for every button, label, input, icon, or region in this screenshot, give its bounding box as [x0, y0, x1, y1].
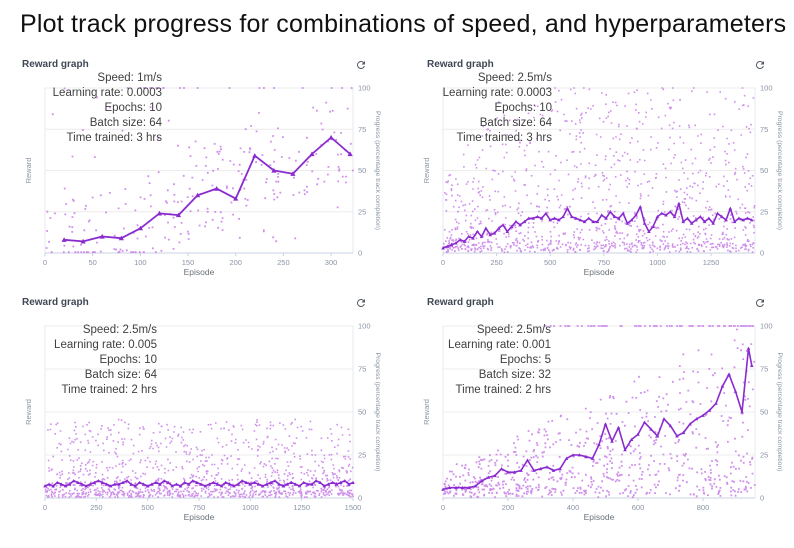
- svg-text:50: 50: [89, 258, 97, 267]
- annotation-line: Learning rate: 0.001: [448, 339, 551, 351]
- svg-text:Reward: Reward: [24, 399, 33, 425]
- svg-text:600: 600: [632, 503, 645, 512]
- page-title: Plot track progress for combinations of …: [20, 10, 787, 38]
- annotation-line: Batch size: 32: [478, 369, 551, 381]
- hyperparameter-annotation: Speed: 1m/s Learning rate: 0.0003 Epochs…: [15, 71, 162, 146]
- svg-text:25: 25: [760, 451, 768, 460]
- annotation-line: Batch size: 64: [89, 117, 162, 129]
- refresh-icon[interactable]: [754, 297, 766, 309]
- card-title: Reward graph: [22, 297, 89, 308]
- svg-text:Progress (percentage track com: Progress (percentage track completion): [776, 111, 783, 230]
- svg-text:75: 75: [358, 125, 366, 134]
- annotation-line: Time trained: 2 hrs: [61, 384, 157, 396]
- svg-text:50: 50: [760, 166, 768, 175]
- refresh-icon[interactable]: [754, 59, 766, 71]
- svg-text:Reward: Reward: [422, 158, 431, 184]
- svg-text:Reward: Reward: [422, 399, 431, 425]
- svg-text:1000: 1000: [649, 258, 666, 267]
- reward-graph-card-bottom-left: Reward graph Speed: 2.5m/s Learning rate…: [15, 293, 395, 525]
- annotation-line: Speed: 2.5m/s: [477, 72, 552, 84]
- reward-graph-card-top-right: Reward graph Speed: 2.5m/s Learning rate…: [420, 55, 794, 280]
- hyperparameter-annotation: Speed: 2.5m/s Learning rate: 0.001 Epoch…: [420, 323, 551, 398]
- svg-text:0: 0: [760, 249, 764, 258]
- annotation-line: Speed: 2.5m/s: [476, 324, 551, 336]
- annotation-line: Speed: 2.5m/s: [82, 324, 157, 336]
- svg-text:Reward: Reward: [24, 158, 33, 184]
- reward-progress-chart: 0 250 500 750 1000 1250 Episode 0 25 50 75 100 Rewar…: [422, 84, 783, 278]
- svg-text:Progress (percentage track com: Progress (percentage track completion): [374, 111, 381, 230]
- svg-text:250: 250: [90, 503, 103, 512]
- refresh-icon[interactable]: [355, 59, 367, 71]
- svg-text:100: 100: [760, 322, 773, 331]
- svg-text:75: 75: [358, 365, 366, 374]
- svg-text:Episode: Episode: [584, 512, 615, 522]
- svg-text:100: 100: [760, 84, 773, 93]
- refresh-icon[interactable]: [355, 297, 367, 309]
- annotation-line: Learning rate: 0.005: [54, 339, 157, 351]
- annotation-line: Epochs: 5: [499, 354, 551, 366]
- svg-text:300: 300: [325, 258, 338, 267]
- svg-text:400: 400: [567, 503, 580, 512]
- svg-text:100: 100: [134, 258, 147, 267]
- card-title: Reward graph: [22, 59, 89, 70]
- svg-text:500: 500: [544, 258, 557, 267]
- reward-progress-chart: 0 250 500 750 1000 1250 1500 Episode 0 25 50 75 100 R…: [24, 322, 381, 523]
- svg-text:1250: 1250: [703, 258, 720, 267]
- svg-text:Episode: Episode: [184, 512, 215, 522]
- annotation-line: Speed: 1m/s: [97, 72, 162, 84]
- reward-progress-chart: 0 200 400 600 800 Episode 0 25 50 75 100 Reward Prog…: [422, 322, 783, 523]
- svg-text:250: 250: [490, 258, 503, 267]
- svg-text:200: 200: [229, 258, 242, 267]
- svg-text:750: 750: [193, 503, 206, 512]
- annotation-line: Batch size: 64: [84, 369, 157, 381]
- annotation-line: Batch size: 64: [479, 117, 552, 129]
- svg-text:1000: 1000: [242, 503, 259, 512]
- card-title: Reward graph: [427, 297, 494, 308]
- svg-text:0: 0: [760, 494, 764, 503]
- svg-text:50: 50: [760, 408, 768, 417]
- svg-text:750: 750: [598, 258, 611, 267]
- svg-text:0: 0: [43, 503, 47, 512]
- svg-text:150: 150: [182, 258, 195, 267]
- svg-text:75: 75: [760, 365, 768, 374]
- hyperparameter-annotation: Speed: 2.5m/s Learning rate: 0.005 Epoch…: [15, 323, 157, 398]
- svg-text:25: 25: [358, 207, 366, 216]
- svg-text:500: 500: [141, 503, 154, 512]
- svg-text:100: 100: [358, 84, 371, 93]
- svg-text:0: 0: [441, 258, 445, 267]
- reward-graph-card-top-left: Reward graph Speed: 1m/s Learning rate: …: [15, 55, 395, 280]
- annotation-line: Time trained: 3 hrs: [456, 132, 552, 144]
- svg-text:Episode: Episode: [584, 267, 615, 277]
- annotation-line: Learning rate: 0.0003: [52, 87, 162, 99]
- annotation-line: Time trained: 3 hrs: [66, 132, 162, 144]
- svg-text:50: 50: [358, 408, 366, 417]
- svg-text:50: 50: [358, 166, 366, 175]
- svg-text:25: 25: [760, 207, 768, 216]
- svg-text:0: 0: [43, 258, 47, 267]
- svg-text:0: 0: [358, 494, 362, 503]
- hyperparameter-annotation: Speed: 2.5m/s Learning rate: 0.0003 Epoc…: [420, 71, 552, 146]
- reward-progress-chart: 0 50 100 150 200 250 300 Episode 0 25 50 75 100 Rewar…: [24, 84, 381, 278]
- annotation-line: Epochs: 10: [104, 102, 162, 114]
- svg-text:0: 0: [358, 249, 362, 258]
- svg-text:250: 250: [277, 258, 290, 267]
- annotation-line: Epochs: 10: [99, 354, 157, 366]
- svg-text:Episode: Episode: [184, 267, 215, 277]
- annotation-line: Epochs: 10: [494, 102, 552, 114]
- svg-text:800: 800: [697, 503, 710, 512]
- svg-text:Progress (percentage track com: Progress (percentage track completion): [374, 353, 381, 472]
- svg-text:100: 100: [358, 322, 371, 331]
- reward-graph-card-bottom-right: Reward graph Speed: 2.5m/s Learning rate…: [420, 293, 794, 525]
- svg-text:1250: 1250: [293, 503, 310, 512]
- svg-text:200: 200: [502, 503, 515, 512]
- annotation-line: Time trained: 2 hrs: [455, 384, 551, 396]
- svg-text:0: 0: [441, 503, 445, 512]
- svg-text:Progress (percentage track com: Progress (percentage track completion): [776, 353, 783, 472]
- annotation-line: Learning rate: 0.0003: [442, 87, 552, 99]
- svg-text:1500: 1500: [345, 503, 362, 512]
- card-title: Reward graph: [427, 59, 494, 70]
- svg-text:75: 75: [760, 125, 768, 134]
- svg-text:25: 25: [358, 451, 366, 460]
